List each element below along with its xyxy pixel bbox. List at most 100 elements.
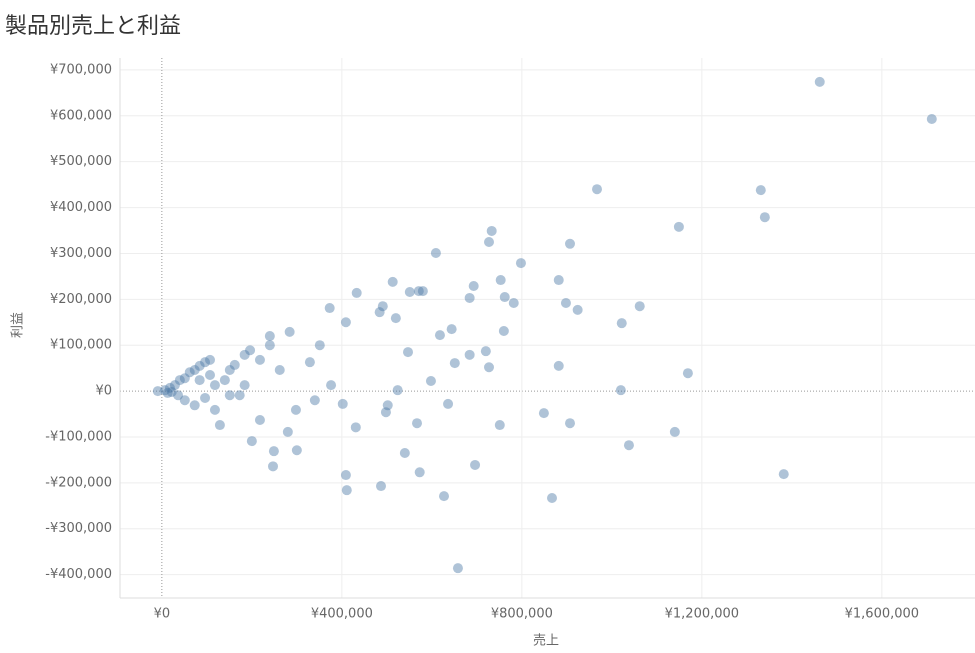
chart-title: 製品別売上と利益 — [5, 14, 181, 39]
point — [214, 420, 225, 431]
point — [682, 368, 693, 379]
x-axis-title: 売上 — [533, 633, 559, 649]
point — [755, 185, 766, 196]
point — [189, 364, 200, 375]
point — [376, 481, 386, 492]
x-tick-label: ¥1,600,000 — [845, 607, 919, 622]
point — [814, 76, 825, 87]
y-tick-label: -¥300,000 — [45, 521, 112, 536]
point — [494, 420, 505, 431]
point — [179, 373, 190, 384]
point — [417, 286, 428, 297]
y-tick-label: ¥300,000 — [50, 246, 112, 261]
point — [413, 286, 424, 297]
point — [189, 400, 200, 411]
point — [224, 364, 235, 375]
point — [399, 448, 410, 459]
point — [291, 445, 302, 456]
point — [515, 258, 526, 269]
point — [337, 398, 348, 409]
point — [592, 184, 602, 195]
point — [169, 380, 180, 391]
point — [194, 375, 205, 386]
point — [209, 380, 220, 391]
point — [179, 395, 190, 406]
point — [446, 324, 457, 335]
point — [326, 380, 337, 391]
point — [484, 236, 494, 247]
point — [290, 404, 301, 415]
point — [219, 375, 230, 386]
y-tick-label: ¥700,000 — [50, 62, 112, 77]
point — [377, 301, 388, 312]
point — [234, 390, 245, 401]
point — [239, 380, 250, 391]
point — [508, 297, 519, 308]
point — [166, 387, 177, 398]
point — [264, 331, 275, 342]
point — [164, 382, 175, 393]
point — [634, 301, 645, 312]
point — [304, 357, 315, 368]
point — [434, 330, 445, 341]
point — [553, 275, 564, 286]
point — [759, 212, 770, 223]
point — [392, 385, 403, 396]
point — [468, 281, 479, 292]
point — [200, 357, 211, 368]
x-tick-label: ¥0 — [154, 607, 171, 622]
y-tick-label: ¥100,000 — [50, 338, 112, 353]
point — [449, 358, 460, 369]
y-axis-title: 利益 — [11, 312, 26, 338]
point — [560, 297, 571, 308]
point — [484, 362, 494, 373]
point — [224, 390, 235, 401]
point — [538, 408, 549, 419]
point — [412, 418, 422, 429]
point — [274, 364, 285, 375]
point — [268, 446, 279, 457]
point — [380, 407, 391, 418]
y-tick-label: -¥200,000 — [45, 475, 112, 490]
point — [486, 225, 497, 236]
y-tick-label: -¥100,000 — [45, 429, 112, 444]
point — [205, 370, 215, 381]
point — [414, 467, 425, 478]
y-tick-label: ¥400,000 — [50, 200, 112, 215]
point — [314, 340, 325, 351]
x-tick-label: ¥1,200,000 — [665, 607, 739, 622]
point — [615, 385, 626, 396]
point — [350, 422, 361, 433]
point — [324, 303, 335, 314]
point — [464, 292, 475, 303]
point — [205, 354, 215, 365]
point — [499, 292, 510, 303]
point — [547, 492, 557, 503]
y-tick-label: ¥200,000 — [50, 292, 112, 307]
point — [254, 354, 265, 365]
point — [430, 247, 441, 258]
point — [282, 426, 293, 437]
point — [264, 340, 275, 351]
point — [152, 386, 163, 397]
point — [470, 459, 481, 470]
point — [254, 414, 265, 425]
point — [464, 349, 475, 360]
point — [572, 304, 583, 315]
y-tick-label: ¥600,000 — [50, 108, 112, 123]
point — [553, 360, 564, 371]
point — [340, 317, 351, 328]
point — [669, 426, 680, 437]
point — [174, 375, 185, 386]
point — [926, 114, 937, 125]
point — [495, 275, 506, 286]
point — [160, 385, 170, 396]
point — [565, 238, 575, 249]
point — [194, 360, 205, 371]
point — [284, 326, 295, 337]
y-tick-label: ¥0 — [95, 384, 112, 399]
point — [616, 318, 627, 329]
point — [200, 392, 211, 403]
point — [162, 387, 173, 398]
point — [673, 221, 684, 232]
